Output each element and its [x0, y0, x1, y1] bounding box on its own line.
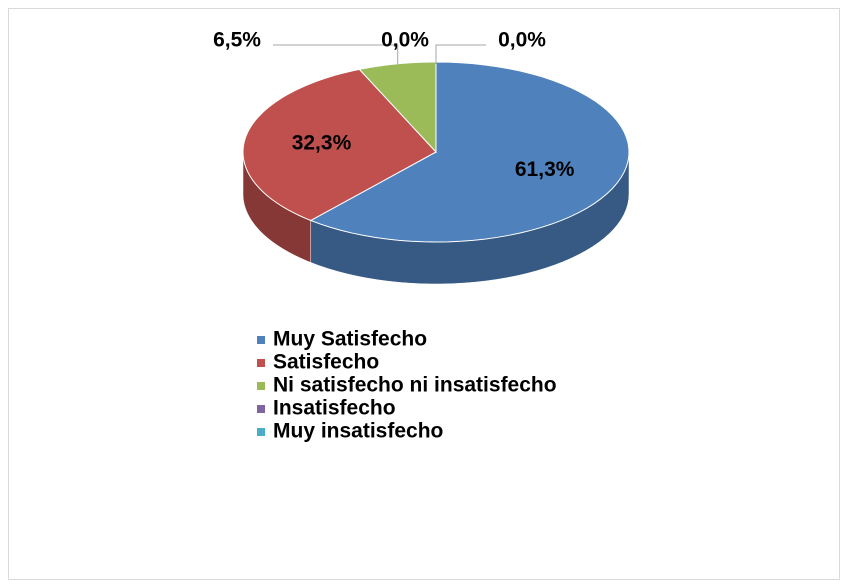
data-label: 0,0% [498, 29, 546, 52]
legend-swatch [257, 359, 265, 367]
pie-tops [242, 61, 630, 243]
legend-label: Muy Satisfecho [273, 328, 427, 351]
leader-line [273, 44, 399, 66]
legend-swatch [257, 405, 265, 413]
legend-label: Muy insatisfecho [273, 420, 443, 443]
data-label: 61,3% [515, 158, 575, 181]
data-labels: 61,3% 32,3% 6,5% 0,0% 0,0% [213, 29, 575, 182]
leader-line [435, 44, 486, 64]
legend-label: Satisfecho [273, 351, 379, 374]
legend-swatch [257, 428, 265, 436]
legend-swatch [257, 336, 265, 344]
data-label: 0,0% [381, 29, 429, 52]
data-label: 6,5% [213, 29, 261, 52]
slice [358, 61, 437, 154]
legend-label: Ni satisfecho ni insatisfecho [273, 374, 557, 397]
legend-swatch [257, 382, 265, 390]
legend-label: Insatisfecho [273, 397, 396, 420]
data-label: 32,3% [292, 132, 352, 155]
slice [242, 68, 437, 222]
slice [309, 61, 630, 243]
